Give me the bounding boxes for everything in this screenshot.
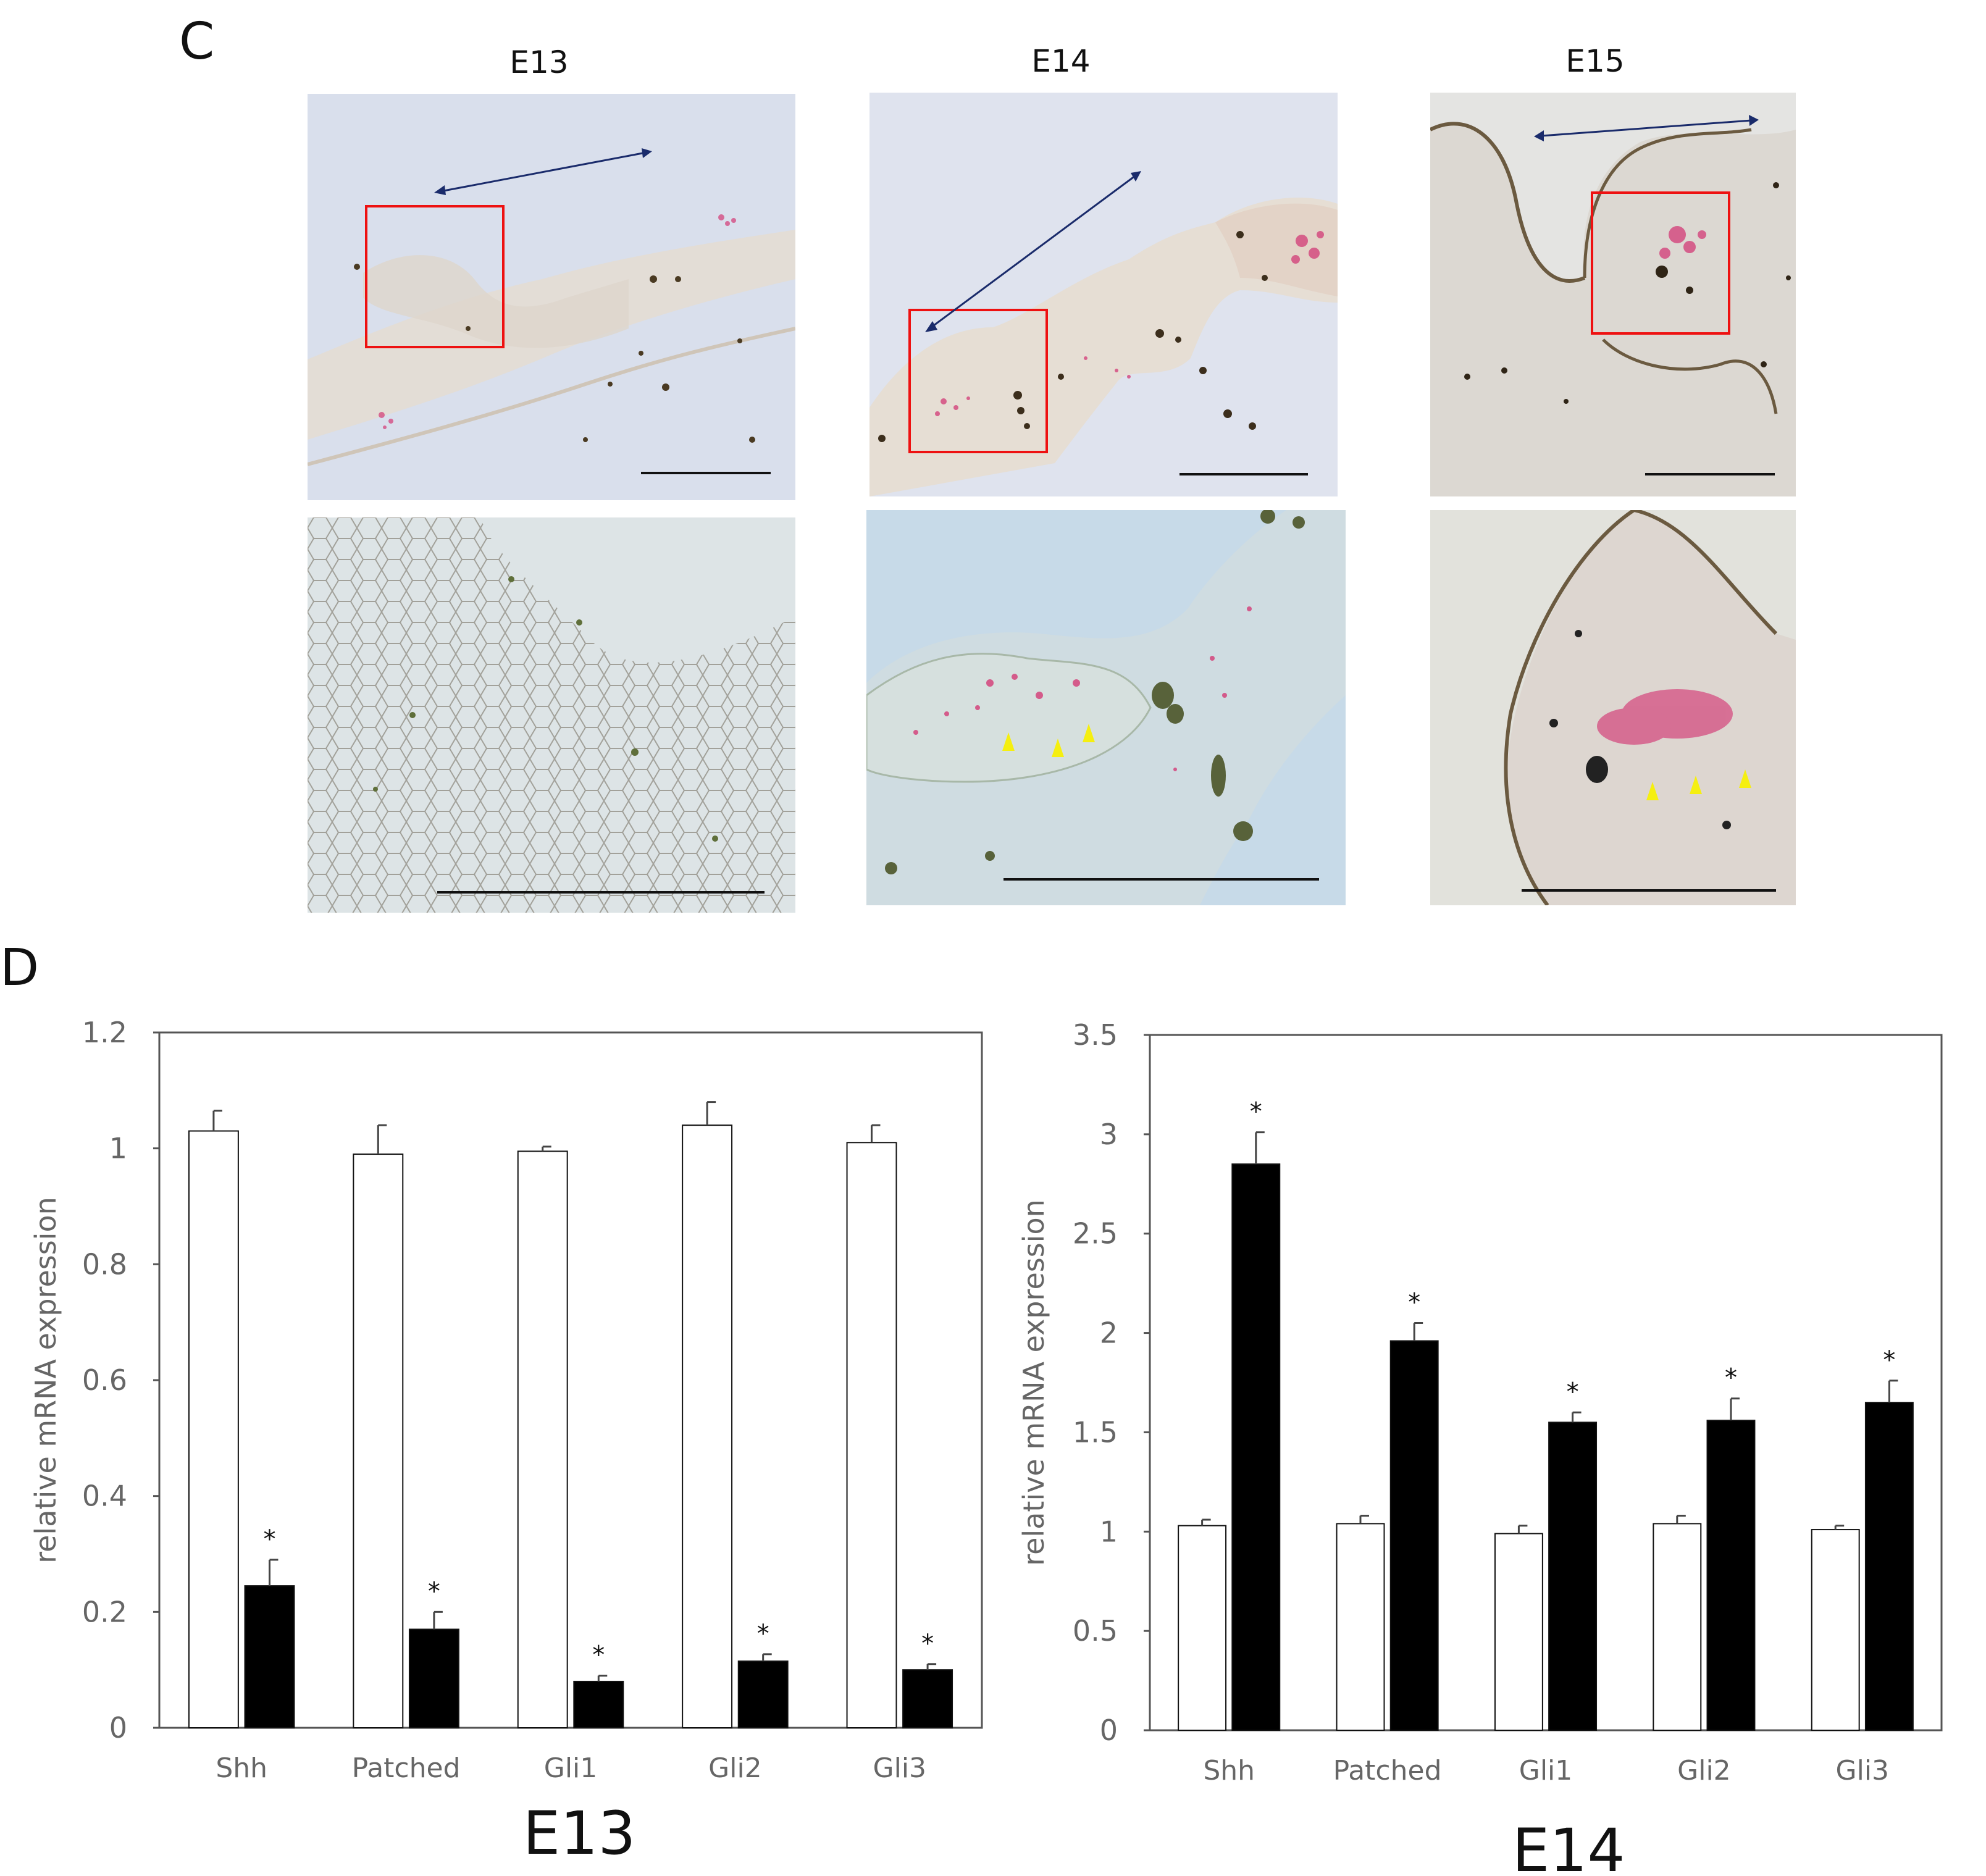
y-axis-title: relative mRNA expression xyxy=(29,1197,62,1564)
y-tick-label: 0.4 xyxy=(82,1480,127,1513)
panel-c-label: C xyxy=(179,12,215,71)
bar-treated-shh xyxy=(244,1585,295,1729)
bar-treated-gli3 xyxy=(902,1669,953,1729)
stage-label-e14: E14 xyxy=(1031,43,1091,79)
significance-mark: * xyxy=(263,1525,275,1554)
bar-control-gli2 xyxy=(682,1124,733,1728)
significance-mark: * xyxy=(1883,1346,1895,1375)
x-tick-label-shh: Shh xyxy=(1203,1755,1255,1786)
bar-control-shh xyxy=(188,1130,239,1729)
x-tick-label-gli3: Gli3 xyxy=(1836,1755,1890,1786)
y-tick-label: 2 xyxy=(1100,1317,1118,1350)
y-tick-label: 1.5 xyxy=(1073,1415,1118,1449)
bar-treated-gli1 xyxy=(1548,1422,1598,1731)
x-tick-label-patched: Patched xyxy=(352,1752,461,1784)
significance-mark: * xyxy=(1250,1098,1262,1126)
chart-title-e13: E13 xyxy=(523,1799,636,1868)
micrograph-e13-overview xyxy=(308,94,795,500)
stage-label-e13: E13 xyxy=(509,44,569,80)
significance-mark: * xyxy=(1725,1364,1737,1392)
x-tick-label-shh: Shh xyxy=(216,1752,267,1784)
stage-label-e15: E15 xyxy=(1565,43,1625,79)
significance-mark: * xyxy=(592,1641,605,1670)
bar-control-shh xyxy=(1178,1525,1227,1731)
bar-control-gli3 xyxy=(846,1142,897,1728)
micrograph-e15-zoom xyxy=(1430,510,1796,905)
panel-d-label: D xyxy=(0,939,40,997)
significance-mark: * xyxy=(1408,1288,1420,1317)
significance-mark: * xyxy=(757,1620,769,1648)
chart-title-e14: E14 xyxy=(1512,1816,1625,1876)
micrograph-e13-zoom xyxy=(308,517,795,913)
bar-control-patched xyxy=(1336,1523,1385,1732)
x-tick-label-gli1: Gli1 xyxy=(1519,1755,1573,1786)
bar-control-patched xyxy=(353,1154,404,1729)
significance-mark: * xyxy=(428,1577,440,1606)
bar-control-gli2 xyxy=(1653,1523,1702,1732)
x-tick-label-gli1: Gli1 xyxy=(544,1752,598,1784)
y-tick-label: 0 xyxy=(109,1711,127,1744)
significance-mark: * xyxy=(921,1630,934,1658)
bar-treated-patched xyxy=(1389,1340,1439,1731)
bar-treated-patched xyxy=(408,1628,459,1729)
bar-treated-shh xyxy=(1231,1163,1281,1731)
x-tick-label-gli2: Gli2 xyxy=(708,1752,762,1784)
x-tick-label-gli3: Gli3 xyxy=(873,1752,927,1784)
y-axis-title: relative mRNA expression xyxy=(1017,1199,1050,1566)
bar-treated-gli2 xyxy=(1706,1420,1756,1732)
bar-control-gli1 xyxy=(517,1150,568,1728)
y-tick-label: 0.6 xyxy=(82,1363,127,1397)
significance-mark: * xyxy=(1567,1378,1579,1406)
bar-treated-gli2 xyxy=(737,1660,789,1728)
bar-control-gli1 xyxy=(1494,1533,1543,1732)
y-tick-label: 3.5 xyxy=(1073,1018,1118,1052)
y-tick-label: 1.2 xyxy=(82,1016,127,1049)
micrograph-e14-overview xyxy=(869,93,1338,496)
bar-treated-gli3 xyxy=(1864,1402,1914,1731)
y-tick-label: 2.5 xyxy=(1073,1217,1118,1250)
y-tick-label: 3 xyxy=(1100,1118,1118,1151)
y-tick-label: 1 xyxy=(109,1132,127,1165)
chart-frame-1 xyxy=(1149,1034,1943,1732)
y-tick-label: 0.8 xyxy=(82,1247,127,1281)
micrograph-e15-overview xyxy=(1430,93,1796,496)
x-tick-label-patched: Patched xyxy=(1333,1755,1442,1786)
y-tick-label: 0.2 xyxy=(82,1595,127,1628)
y-tick-label: 0.5 xyxy=(1073,1614,1118,1648)
bar-control-gli3 xyxy=(1811,1529,1860,1732)
micrograph-e14-zoom xyxy=(866,510,1346,905)
y-tick-label: 1 xyxy=(1100,1515,1118,1548)
bar-treated-gli1 xyxy=(573,1680,624,1729)
y-tick-label: 0 xyxy=(1100,1714,1118,1747)
x-tick-label-gli2: Gli2 xyxy=(1677,1755,1731,1786)
